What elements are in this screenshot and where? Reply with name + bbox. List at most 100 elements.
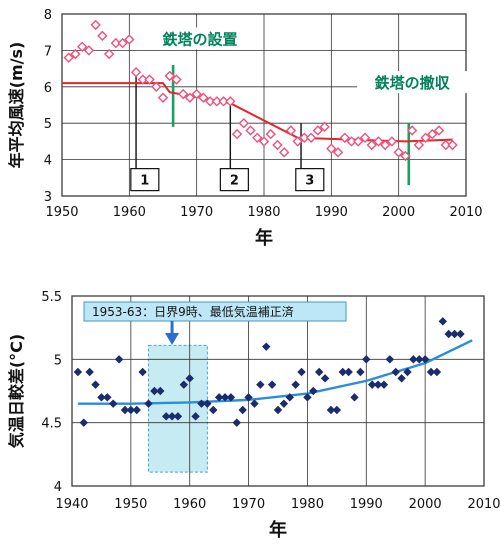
data-point xyxy=(265,128,276,140)
data-point xyxy=(403,367,412,377)
data-point xyxy=(426,367,436,377)
data-point xyxy=(63,52,74,63)
data-point xyxy=(103,393,112,402)
data-point xyxy=(156,386,165,396)
data-point xyxy=(157,92,169,103)
y-tick-label: 5 xyxy=(54,353,62,368)
data-point xyxy=(413,139,425,151)
y-tick-label: 5.5 xyxy=(41,290,62,305)
data-point xyxy=(70,48,81,60)
data-point xyxy=(367,380,377,389)
data-point xyxy=(138,367,147,377)
data-point xyxy=(379,380,389,389)
data-point xyxy=(373,380,383,389)
data-point xyxy=(397,374,406,383)
data-point xyxy=(292,136,303,147)
data-point xyxy=(144,74,155,85)
data-point xyxy=(303,393,312,402)
data-point xyxy=(339,132,350,143)
data-point xyxy=(91,380,100,389)
data-point xyxy=(427,128,438,140)
data-point xyxy=(450,329,459,339)
data-point xyxy=(191,412,200,421)
data-point xyxy=(203,399,212,408)
data-point xyxy=(297,367,306,377)
data-point xyxy=(150,386,159,396)
data-point xyxy=(198,92,209,103)
data-point xyxy=(164,70,175,82)
data-point xyxy=(204,96,216,107)
x-tick-label: 1960 xyxy=(173,497,206,512)
annotation-box xyxy=(357,71,468,94)
data-point xyxy=(420,355,430,364)
data-point xyxy=(385,355,395,364)
data-point xyxy=(220,393,230,402)
data-point xyxy=(432,367,442,377)
data-point xyxy=(356,367,365,377)
data-point xyxy=(79,418,88,427)
period-label-box xyxy=(130,168,160,192)
x-tick-label: 2000 xyxy=(382,205,415,220)
data-point xyxy=(238,118,249,129)
x-tick-label: 1990 xyxy=(350,497,383,512)
data-point xyxy=(440,139,451,151)
data-point xyxy=(109,399,118,408)
data-point xyxy=(380,139,391,151)
x-tick-label: 1970 xyxy=(180,205,213,220)
period-label-box xyxy=(219,168,249,192)
data-point xyxy=(320,374,330,383)
data-point xyxy=(438,317,447,326)
x-tick-label: 1950 xyxy=(114,497,147,512)
data-point xyxy=(285,125,297,136)
data-point xyxy=(393,147,404,158)
data-point xyxy=(77,41,88,52)
highlight-region xyxy=(148,344,208,473)
data-point xyxy=(171,74,182,85)
data-point xyxy=(97,393,106,402)
trend-curve xyxy=(77,339,473,405)
annotation-box xyxy=(145,27,256,50)
data-point xyxy=(225,96,236,107)
data-point xyxy=(245,125,256,136)
y-tick-label: 4 xyxy=(44,154,52,169)
data-point xyxy=(130,67,142,78)
data-point xyxy=(110,37,122,49)
data-point xyxy=(332,147,344,158)
data-point xyxy=(291,380,300,389)
data-point xyxy=(137,74,148,85)
y-tick-label: 6 xyxy=(44,81,52,96)
data-point xyxy=(272,139,283,151)
data-point xyxy=(191,88,202,100)
data-point xyxy=(132,405,141,415)
data-point xyxy=(226,393,236,402)
data-point xyxy=(258,136,270,147)
data-point xyxy=(332,405,342,415)
data-point xyxy=(252,132,263,143)
data-point xyxy=(117,37,128,49)
period-label: 1 xyxy=(140,174,149,189)
x-tick-label: 1980 xyxy=(291,497,324,512)
data-point xyxy=(326,405,336,415)
data-point xyxy=(161,412,171,421)
data-point xyxy=(366,139,377,151)
data-point xyxy=(315,367,324,377)
data-point xyxy=(353,136,364,147)
period-label: 2 xyxy=(230,174,239,189)
data-point xyxy=(319,121,330,133)
y-axis-label: 年平均風速(m/s) xyxy=(7,42,26,169)
data-point xyxy=(359,132,371,143)
data-point xyxy=(244,393,253,402)
y-tick-label: 8 xyxy=(44,8,52,23)
data-point xyxy=(391,367,400,377)
data-point xyxy=(144,399,153,408)
data-point xyxy=(250,399,259,408)
data-point xyxy=(420,132,431,143)
data-point xyxy=(312,125,324,136)
data-point xyxy=(267,380,277,389)
data-point xyxy=(415,355,424,364)
data-point xyxy=(273,405,283,415)
data-point xyxy=(362,355,371,364)
data-point xyxy=(214,393,224,402)
data-point xyxy=(85,367,94,377)
data-point xyxy=(256,380,265,389)
